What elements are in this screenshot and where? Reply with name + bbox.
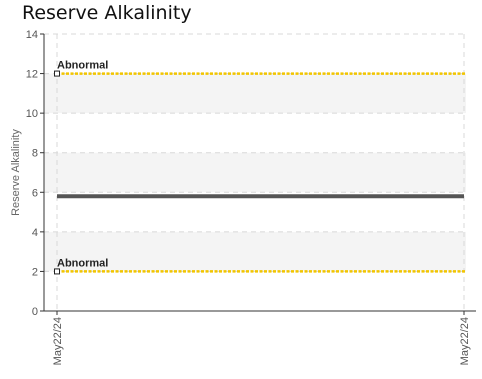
y-tick-label-10: 10	[26, 108, 38, 120]
y-tick-label-4: 4	[32, 227, 38, 239]
band-layer	[44, 73, 466, 272]
y-tick-label-2: 2	[32, 266, 38, 278]
chart-title: Reserve Alkalinity	[22, 2, 192, 24]
y-axis-label: Reserve Alkalinity	[10, 129, 22, 216]
y-tick-label-12: 12	[26, 69, 38, 81]
reference-label-0: Abnormal	[57, 60, 108, 72]
band-1	[44, 152, 466, 193]
axis-layer: 0 2 4 6 8 10 12 14 May22/24 May22/24	[26, 29, 476, 365]
reference-marker-0	[54, 70, 60, 77]
y-tick-label-8: 8	[32, 148, 38, 160]
reference-layer: Abnormal Abnormal	[54, 60, 466, 275]
y-tick-label-6: 6	[32, 187, 38, 199]
x-tick-label-1: May22/24	[459, 317, 471, 365]
reference-marker-1	[54, 268, 60, 275]
y-tick-label-0: 0	[32, 306, 38, 318]
y-tick-label-14: 14	[26, 29, 38, 41]
band-0	[44, 231, 466, 272]
x-tick-label-0: May22/24	[52, 317, 64, 365]
band-2	[44, 73, 466, 114]
reference-label-1: Abnormal	[57, 257, 108, 269]
